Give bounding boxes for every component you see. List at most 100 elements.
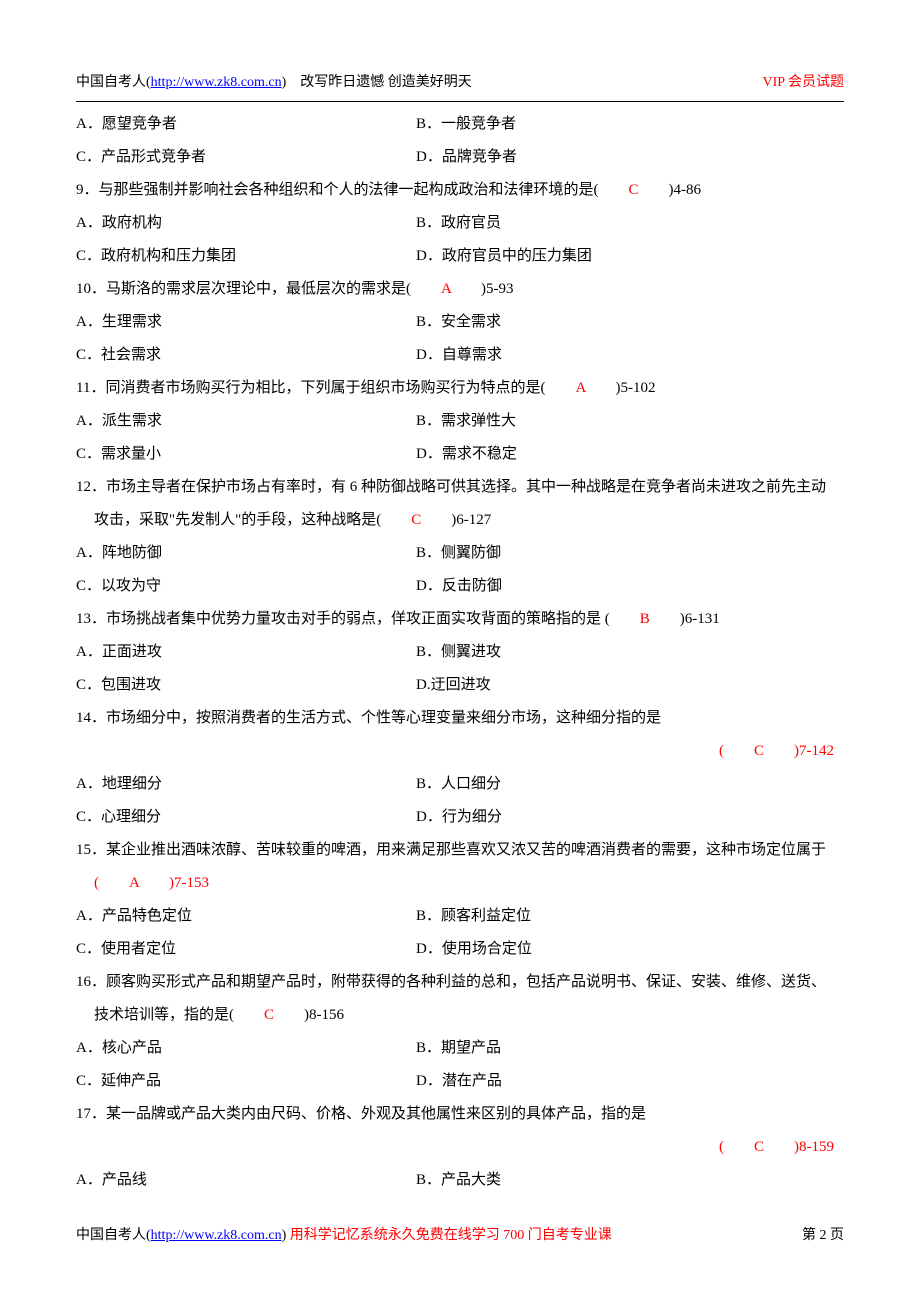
q14-opt-c: C．心理细分 bbox=[76, 801, 416, 834]
q10-opt-c: C．社会需求 bbox=[76, 339, 416, 372]
q16-opt-a: A．核心产品 bbox=[76, 1032, 416, 1065]
q17-answer-line: ( C )8-159 bbox=[76, 1131, 844, 1164]
q15-ans-post: )7-153 bbox=[169, 875, 209, 891]
q16-opt-b: B．期望产品 bbox=[416, 1032, 844, 1065]
header-url-link[interactable]: http://www.zk8.com.cn bbox=[151, 75, 282, 90]
q11-row-ab: A．派生需求 B．需求弹性大 bbox=[76, 405, 844, 438]
q12-opt-a: A．阵地防御 bbox=[76, 537, 416, 570]
q12-opt-b: B．侧翼防御 bbox=[416, 537, 844, 570]
q8-opt-c: C．产品形式竞争者 bbox=[76, 141, 416, 174]
q12-opt-c: C．以攻为守 bbox=[76, 570, 416, 603]
page-footer: 中国自考人(http://www.zk8.com.cn) 用科学记忆系统永久免费… bbox=[76, 1221, 844, 1252]
q10-opt-b: B．安全需求 bbox=[416, 306, 844, 339]
q15-opt-d: D．使用场合定位 bbox=[416, 933, 844, 966]
q12-row-cd: C．以攻为守 D．反击防御 bbox=[76, 570, 844, 603]
q13-stem: 13．市场挑战者集中优势力量攻击对手的弱点，佯攻正面实攻背面的策略指的是 ( B… bbox=[76, 603, 844, 636]
q16-stem-1: 16．顾客购买形式产品和期望产品时，附带获得的各种利益的总和，包括产品说明书、保… bbox=[76, 966, 844, 999]
header-left: 中国自考人(http://www.zk8.com.cn) 改写昨日遗憾 创造美好… bbox=[76, 68, 472, 99]
q15-row-cd: C．使用者定位 D．使用场合定位 bbox=[76, 933, 844, 966]
q14-answer-line: ( C )7-142 bbox=[76, 735, 844, 768]
q15-opt-c: C．使用者定位 bbox=[76, 933, 416, 966]
q13-opt-c: C．包围进攻 bbox=[76, 669, 416, 702]
q13-stem-text: 13．市场挑战者集中优势力量攻击对手的弱点，佯攻正面实攻背面的策略指的是 ( bbox=[76, 611, 610, 627]
q11-opt-b: B．需求弹性大 bbox=[416, 405, 844, 438]
q12-stem-1: 12．市场主导者在保护市场占有率时，有 6 种防御战略可供其选择。其中一种战略是… bbox=[76, 471, 844, 504]
q15-opt-a: A．产品特色定位 bbox=[76, 900, 416, 933]
content: A．愿望竞争者 B．一般竞争者 C．产品形式竞争者 D．品牌竞争者 9．与那些强… bbox=[76, 108, 844, 1197]
q16-opt-c: C．延伸产品 bbox=[76, 1065, 416, 1098]
q14-answer: ( C )7-142 bbox=[719, 743, 834, 759]
q13-row-ab: A．正面进攻 B．侧翼进攻 bbox=[76, 636, 844, 669]
q10-row-ab: A．生理需求 B．安全需求 bbox=[76, 306, 844, 339]
q11-answer: A bbox=[575, 380, 585, 396]
q9-row-cd: C．政府机构和压力集团 D．政府官员中的压力集团 bbox=[76, 240, 844, 273]
q9-opt-a: A．政府机构 bbox=[76, 207, 416, 240]
q15-answer: A bbox=[129, 875, 139, 891]
q15-answer-line: ( A )7-153 bbox=[76, 867, 844, 900]
q9-opt-d: D．政府官员中的压力集团 bbox=[416, 240, 844, 273]
q12-row-ab: A．阵地防御 B．侧翼防御 bbox=[76, 537, 844, 570]
q12-opt-d: D．反击防御 bbox=[416, 570, 844, 603]
q9-opt-b: B．政府官员 bbox=[416, 207, 844, 240]
q14-opt-b: B．人口细分 bbox=[416, 768, 844, 801]
q14-opt-d: D．行为细分 bbox=[416, 801, 844, 834]
q10-row-cd: C．社会需求 D．自尊需求 bbox=[76, 339, 844, 372]
q16-ref: )8-156 bbox=[304, 1007, 344, 1023]
header-slogan: 改写昨日遗憾 创造美好明天 bbox=[300, 75, 472, 90]
q10-opt-a: A．生理需求 bbox=[76, 306, 416, 339]
q8-row-ab: A．愿望竞争者 B．一般竞争者 bbox=[76, 108, 844, 141]
q10-ref: )5-93 bbox=[481, 281, 514, 297]
q12-stem-2: 攻击，采取"先发制人"的手段，这种战略是( C )6-127 bbox=[76, 504, 844, 537]
q9-ref: )4-86 bbox=[669, 182, 702, 198]
q16-opt-d: D．潜在产品 bbox=[416, 1065, 844, 1098]
page-header: 中国自考人(http://www.zk8.com.cn) 改写昨日遗憾 创造美好… bbox=[76, 68, 844, 102]
q10-opt-d: D．自尊需求 bbox=[416, 339, 844, 372]
q15-row-ab: A．产品特色定位 B．顾客利益定位 bbox=[76, 900, 844, 933]
q8-row-cd: C．产品形式竞争者 D．品牌竞争者 bbox=[76, 141, 844, 174]
q10-answer: A bbox=[441, 281, 451, 297]
footer-site-name: 中国自考人 bbox=[76, 1228, 146, 1243]
q12-ref: )6-127 bbox=[451, 512, 491, 528]
q17-answer: ( C )8-159 bbox=[719, 1139, 834, 1155]
q11-opt-a: A．派生需求 bbox=[76, 405, 416, 438]
footer-page: 第 2 页 bbox=[802, 1221, 844, 1252]
q12-answer: C bbox=[411, 512, 421, 528]
q17-opt-a: A．产品线 bbox=[76, 1164, 416, 1197]
q9-opt-c: C．政府机构和压力集团 bbox=[76, 240, 416, 273]
q9-stem: 9．与那些强制并影响社会各种组织和个人的法律一起构成政治和法律环境的是( C )… bbox=[76, 174, 844, 207]
q17-row-ab: A．产品线 B．产品大类 bbox=[76, 1164, 844, 1197]
site-name: 中国自考人 bbox=[76, 75, 146, 90]
footer-slogan: 用科学记忆系统永久免费在线学习 700 门自考专业课 bbox=[290, 1228, 612, 1243]
q14-stem: 14．市场细分中，按照消费者的生活方式、个性等心理变量来细分市场，这种细分指的是 bbox=[76, 702, 844, 735]
q8-opt-b: B．一般竞争者 bbox=[416, 108, 844, 141]
q16-stem-2: 技术培训等，指的是( C )8-156 bbox=[76, 999, 844, 1032]
q11-ref: )5-102 bbox=[616, 380, 656, 396]
q13-answer: B bbox=[640, 611, 650, 627]
q13-row-cd: C．包围进攻 D.迂回进攻 bbox=[76, 669, 844, 702]
q15-ans-pre: ( bbox=[94, 875, 99, 891]
q16-answer: C bbox=[264, 1007, 274, 1023]
q14-row-ab: A．地理细分 B．人口细分 bbox=[76, 768, 844, 801]
footer-url-link[interactable]: http://www.zk8.com.cn bbox=[151, 1228, 282, 1243]
q11-row-cd: C．需求量小 D．需求不稳定 bbox=[76, 438, 844, 471]
q10-stem: 10．马斯洛的需求层次理论中，最低层次的需求是( A )5-93 bbox=[76, 273, 844, 306]
q16-row-ab: A．核心产品 B．期望产品 bbox=[76, 1032, 844, 1065]
q13-ref: )6-131 bbox=[680, 611, 720, 627]
q16-stem2-text: 技术培训等，指的是( bbox=[94, 1007, 234, 1023]
footer-left: 中国自考人(http://www.zk8.com.cn) 用科学记忆系统永久免费… bbox=[76, 1221, 612, 1252]
q11-opt-c: C．需求量小 bbox=[76, 438, 416, 471]
q8-opt-a: A．愿望竞争者 bbox=[76, 108, 416, 141]
q15-stem: 15．某企业推出酒味浓醇、苦味较重的啤酒，用来满足那些喜欢又浓又苦的啤酒消费者的… bbox=[76, 834, 844, 867]
q13-opt-d: D.迂回进攻 bbox=[416, 669, 844, 702]
q12-stem2-text: 攻击，采取"先发制人"的手段，这种战略是( bbox=[94, 512, 381, 528]
q16-row-cd: C．延伸产品 D．潜在产品 bbox=[76, 1065, 844, 1098]
q9-row-ab: A．政府机构 B．政府官员 bbox=[76, 207, 844, 240]
q11-opt-d: D．需求不稳定 bbox=[416, 438, 844, 471]
q9-stem-text: 9．与那些强制并影响社会各种组织和个人的法律一起构成政治和法律环境的是( bbox=[76, 182, 599, 198]
q13-opt-b: B．侧翼进攻 bbox=[416, 636, 844, 669]
q15-opt-b: B．顾客利益定位 bbox=[416, 900, 844, 933]
q11-stem-text: 11．同消费者市场购买行为相比，下列属于组织市场购买行为特点的是( bbox=[76, 380, 545, 396]
q8-opt-d: D．品牌竞争者 bbox=[416, 141, 844, 174]
q10-stem-text: 10．马斯洛的需求层次理论中，最低层次的需求是( bbox=[76, 281, 411, 297]
q14-row-cd: C．心理细分 D．行为细分 bbox=[76, 801, 844, 834]
